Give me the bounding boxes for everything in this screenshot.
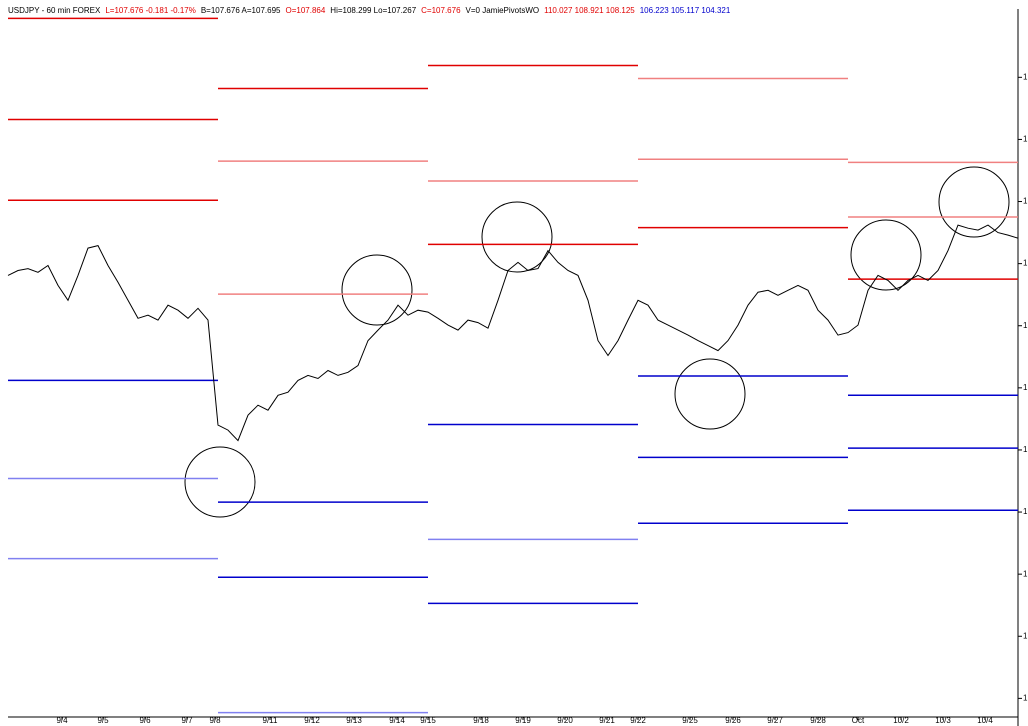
x-tick-label: 9/12 bbox=[304, 716, 320, 725]
x-tick-label: 9/11 bbox=[263, 716, 279, 725]
header-item: Hi=108.299 Lo=107.267 bbox=[330, 6, 417, 15]
y-tick-label: 1 bbox=[1023, 569, 1028, 578]
circle bbox=[674, 358, 746, 430]
y-tick-label: 1 bbox=[1023, 631, 1028, 640]
y-tick-label: 1 bbox=[1023, 383, 1028, 392]
header-item: C=107.676 bbox=[421, 6, 461, 15]
x-tick-label: 9/6 bbox=[139, 716, 151, 725]
chart-header: USDJPY - 60 min FOREX L=107.676 -0.181 -0… bbox=[8, 6, 735, 15]
x-tick-label: Oct bbox=[852, 716, 865, 725]
y-tick-label: 1 bbox=[1023, 507, 1028, 516]
x-tick-label: 10/2 bbox=[893, 716, 909, 725]
x-tick-label: 9/15 bbox=[420, 716, 436, 725]
y-tick-label: 1 bbox=[1023, 135, 1028, 144]
header-item: B=107.676 A=107.695 bbox=[200, 6, 281, 15]
y-tick-label: 1 bbox=[1023, 72, 1028, 81]
circle bbox=[850, 219, 922, 291]
circle bbox=[481, 201, 553, 273]
x-tick-label: 9/8 bbox=[209, 716, 221, 725]
x-tick-label: 9/14 bbox=[389, 716, 405, 725]
header-item: USDJPY - 60 min FOREX bbox=[8, 6, 101, 15]
x-tick-label: 10/3 bbox=[935, 716, 951, 725]
x-tick-label: 9/28 bbox=[810, 716, 826, 725]
x-tick-label: 9/13 bbox=[346, 716, 362, 725]
y-tick-label: 1 bbox=[1023, 693, 1028, 702]
y-tick-label: 1 bbox=[1023, 259, 1028, 268]
circle bbox=[341, 254, 413, 326]
header-item: O=107.864 bbox=[285, 6, 326, 15]
annotation-circles bbox=[184, 166, 1010, 518]
x-tick-label: 9/18 bbox=[473, 716, 489, 725]
y-tick-label: 1 bbox=[1023, 445, 1028, 454]
price-line bbox=[7, 224, 1019, 442]
header-item: L=107.676 -0.181 -0.17% bbox=[105, 6, 196, 15]
y-tick-label: 1 bbox=[1023, 321, 1028, 330]
x-tick-label: 9/25 bbox=[682, 716, 698, 725]
header-item: 106.223 105.117 104.321 bbox=[639, 6, 731, 15]
x-tick-label: 9/19 bbox=[515, 716, 531, 725]
x-tick-label: 9/26 bbox=[725, 716, 741, 725]
y-tick-label: 1 bbox=[1023, 197, 1028, 206]
x-tick-label: 9/22 bbox=[630, 716, 646, 725]
x-tick-label: 10/4 bbox=[977, 716, 993, 725]
x-tick-label: 9/7 bbox=[181, 716, 193, 725]
x-tick-label: 9/20 bbox=[557, 716, 573, 725]
x-tick-label: 9/5 bbox=[97, 716, 109, 725]
circle bbox=[938, 166, 1010, 238]
header-item: 110.027 108.921 108.125 bbox=[544, 6, 635, 15]
circle bbox=[184, 446, 256, 518]
x-tick-label: 9/4 bbox=[56, 716, 68, 725]
x-tick-label: 9/27 bbox=[767, 716, 783, 725]
x-tick-label: 9/21 bbox=[599, 716, 615, 725]
header-item: V=0 JamiePivotsWO bbox=[465, 6, 540, 15]
